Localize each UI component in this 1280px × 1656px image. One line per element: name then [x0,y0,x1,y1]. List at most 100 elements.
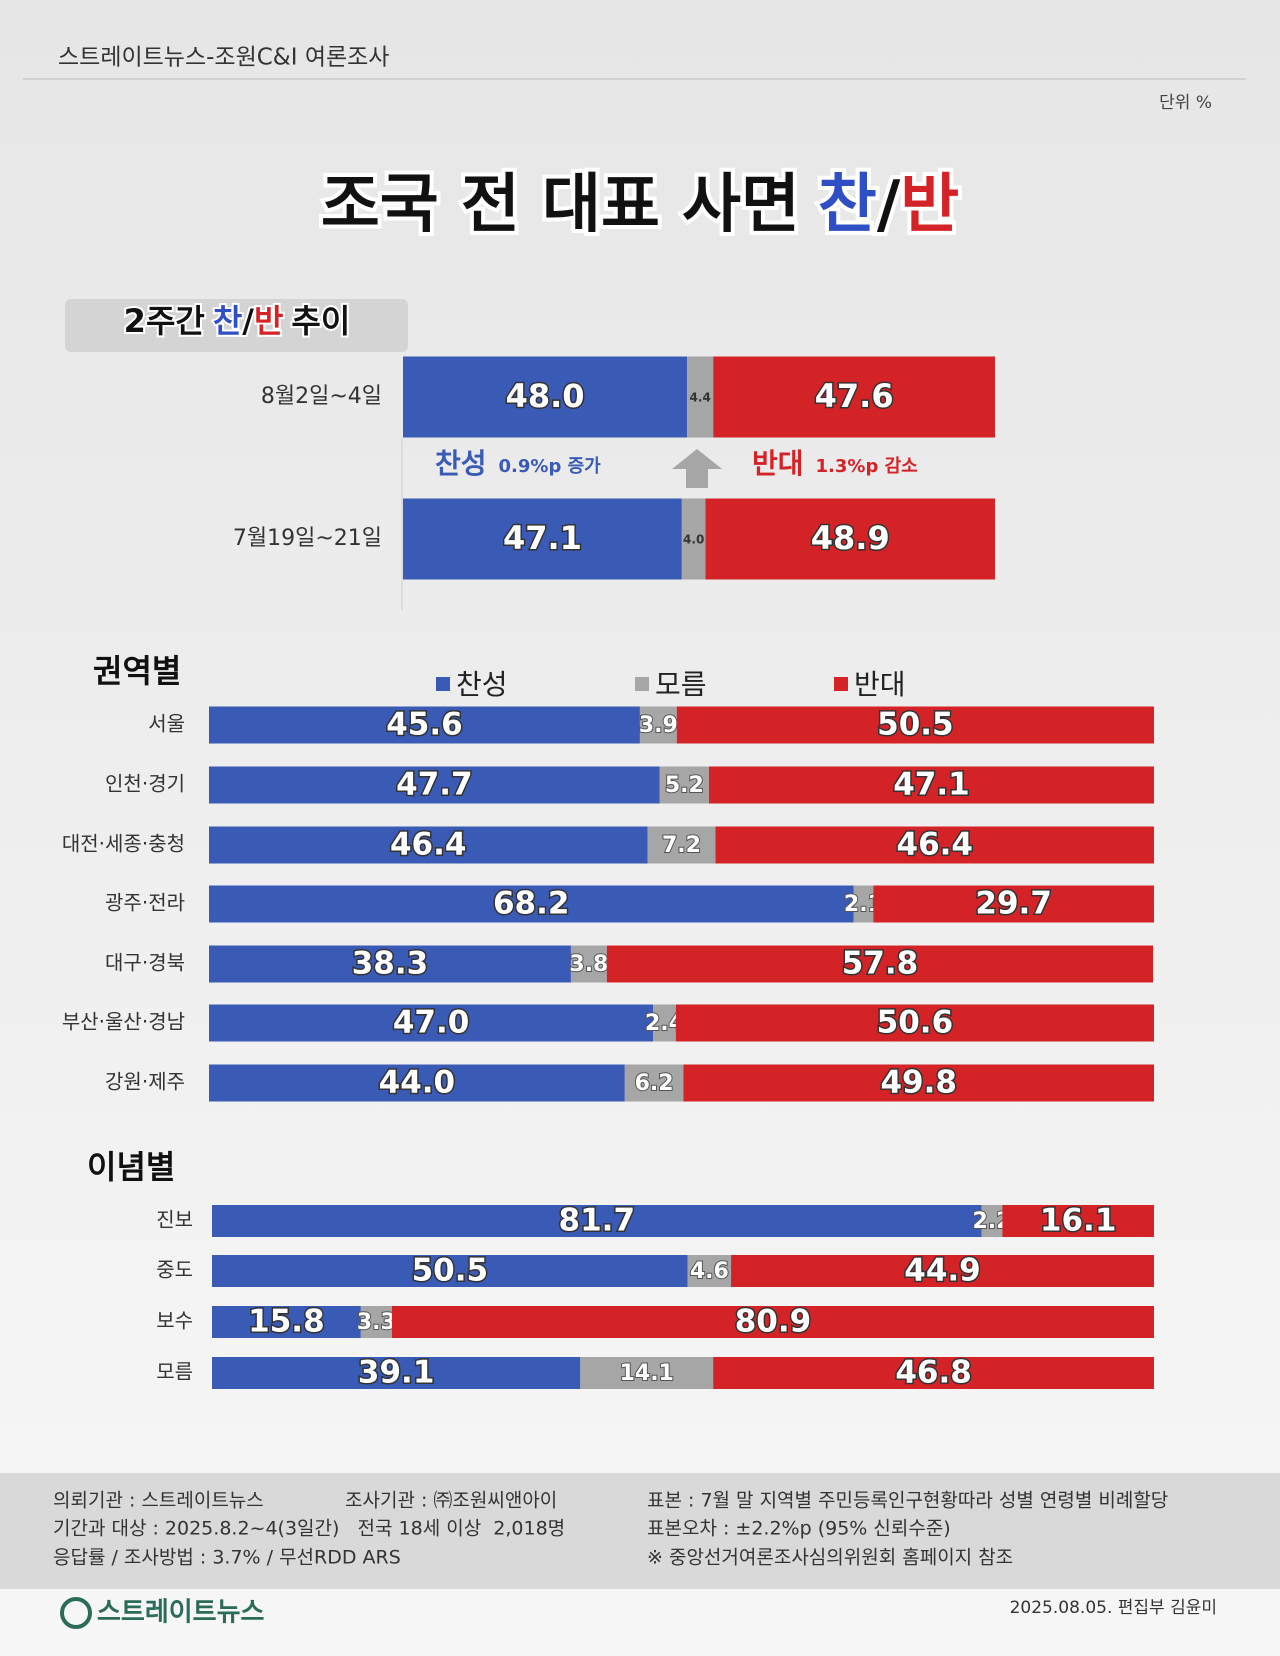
value-label: 47.6 [815,377,894,415]
badge-part: / [242,302,254,340]
value-label: 44.9 [904,1253,981,1289]
bar-segment [212,1255,688,1287]
bar-segment [647,826,716,864]
value-label: 46.4 [390,827,467,863]
value-label: 29.7 [975,886,1052,922]
legend-swatch [635,677,649,691]
category-label: 대구·경북 [105,951,185,975]
credit: 2025.08.05. 편집부 김윤미 [1010,1598,1217,1618]
footer-line: 조사기관 : ㈜조원씨앤아이 [345,1490,557,1512]
footer-line: 표본오차 : ±2.2%p (95% 신뢰수준) [647,1518,951,1540]
legend-label: 반대 [854,668,906,701]
bar-segment [708,766,1154,804]
logo: 스트레이트뉴스 [97,1598,265,1628]
footer-line: 응답률 / 조사방법 : 3.7% / 무선RDD ARS [53,1547,401,1569]
value-label: 47.0 [393,1005,470,1041]
bar-segment [209,945,571,983]
bar-segment [653,1004,676,1042]
bar-segment [624,1064,684,1102]
title-part: 찬 [818,168,877,242]
category-label: 부산·울산·경남 [62,1010,185,1034]
bar-segment [209,826,648,864]
bar-segment [403,356,688,438]
bar-segment [209,766,660,804]
bar-segment [606,945,1154,983]
bar-segment [659,766,709,804]
legend-swatch [436,677,450,691]
value-label: 7.2 [662,833,701,858]
badge-part: 추이 [291,302,350,340]
bar-segment [687,356,714,438]
value-label: 48.9 [811,519,890,557]
category-label: 7월19일~21일 [233,526,382,551]
category-label: 중도 [156,1258,193,1282]
bar-segment [1002,1205,1154,1237]
value-label: 6.2 [635,1071,674,1096]
value-label: 5.2 [665,773,704,798]
bar-segment [683,1064,1154,1102]
footer-line: ※ 중앙선거여론조사심의위원회 홈페이지 참조 [647,1547,1013,1569]
source: 스트레이트뉴스-조원C&I 여론조사 [58,45,389,71]
footer-band [0,1473,1280,1589]
category-label: 진보 [156,1208,193,1232]
bar-segment [713,356,995,438]
bar-segment [570,945,607,983]
value-label: 39.1 [358,1355,435,1391]
value-label: 15.8 [248,1304,325,1340]
value-label: 48.0 [506,377,585,415]
bar-segment [212,1205,982,1237]
bar-segment [403,498,682,580]
value-label: 47.7 [396,767,473,803]
bar-segment [360,1306,392,1338]
category-label: 광주·전라 [105,891,185,915]
value-label: 47.1 [503,519,582,557]
annotation-note: 0.9%p 증가 [499,456,602,477]
value-label: 45.6 [386,707,463,743]
value-label: 46.8 [895,1355,972,1391]
trend-arrow [672,449,722,488]
bar-segment [713,1357,1154,1389]
badge-part: 2주간 [124,302,205,340]
section-title: 권역별 [93,652,181,690]
bar-segment [715,826,1154,864]
badge-title: 2주간 찬/반 추이 [124,302,351,340]
footer-line: 표본 : 7월 말 지역별 주민등록인구현황따라 성별 연령별 비례할당 [647,1490,1168,1512]
category-label: 보수 [156,1309,193,1333]
category-label: 8월2일~4일 [261,384,382,409]
title-part: 조국 전 대표 사면 [321,168,800,242]
bar-segment [580,1357,714,1389]
bar-segment [981,1205,1003,1237]
category-label: 인천·경기 [105,772,185,796]
value-label: 44.0 [379,1065,456,1101]
value-label: 3.9 [639,713,678,738]
value-label: 3.8 [569,952,608,977]
badge-part: 반 [254,302,283,340]
bar-segment [209,1064,625,1102]
bar-segment [209,706,640,744]
bar-segment [209,1004,654,1042]
value-label: 50.5 [412,1253,489,1289]
title-part: / [877,168,901,242]
value-label: 46.4 [897,827,974,863]
bar-segment [212,1357,581,1389]
value-label: 4.6 [690,1259,729,1284]
category-label: 서울 [148,712,185,736]
bar-segment [639,706,677,744]
annotation-note: 1.3%p 감소 [816,456,918,477]
value-label: 4.4 [690,391,711,405]
value-label: 50.5 [877,707,954,743]
category-label: 대전·세종·충청 [62,832,185,856]
value-label: 80.9 [735,1304,812,1340]
bar-segment [873,885,1154,923]
value-label: 81.7 [559,1203,636,1239]
value-label: 14.1 [620,1361,674,1386]
value-label: 16.1 [1040,1203,1117,1239]
footer-line: 기간과 대상 : 2025.8.2~4(3일간) 전국 18세 이상 2,018… [53,1518,565,1540]
bar-segment [731,1255,1154,1287]
bar-segment [687,1255,732,1287]
logo-mark [60,1597,92,1629]
value-label: 57.8 [842,946,919,982]
value-label: 49.8 [880,1065,957,1101]
value-label: 47.1 [893,767,970,803]
